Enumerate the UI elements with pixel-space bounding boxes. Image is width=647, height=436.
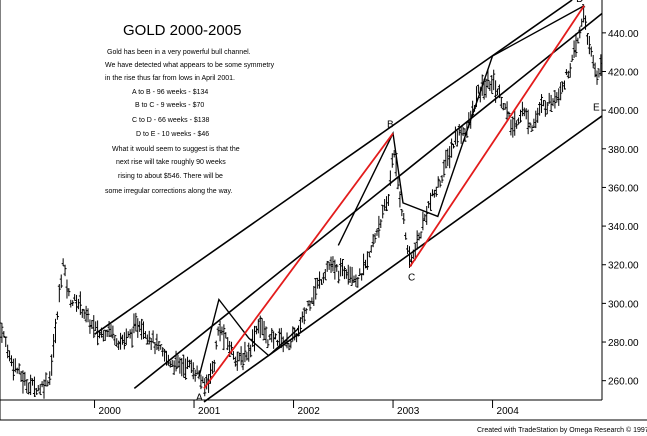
y-axis-ticks: 260.00 280.00 300.00 320.00 340.00 360.00 380.… (602, 29, 639, 388)
y-tick-label: 280.00 (608, 338, 639, 349)
point-label: D (576, 0, 583, 5)
note-line: next rise will take roughly 90 weeks (116, 159, 226, 166)
x-tick-label: 2004 (497, 406, 520, 417)
note-line: in the rise thus far from lows in April … (105, 75, 235, 82)
y-tick-label: 440.00 (608, 29, 639, 40)
note-line: A to B - 96 weeks - $134 (132, 89, 208, 96)
x-tick-label: 2003 (397, 406, 420, 417)
trend-lines (94, 0, 603, 403)
chart-title: GOLD 2000-2005 (123, 22, 241, 39)
point-label: E (593, 103, 600, 114)
y-tick-label: 300.00 (608, 299, 639, 310)
red-trend-line (409, 5, 585, 268)
point-labels: A B C D E (196, 0, 600, 403)
note-line: Gold has been in a very powerful bull ch… (107, 49, 251, 56)
y-tick-label: 260.00 (608, 377, 639, 388)
price-bars (0, 4, 603, 399)
y-tick-label: 320.00 (608, 261, 639, 272)
note-line: some irregular corrections along the way… (105, 188, 233, 195)
red-trend-line (203, 132, 394, 389)
note-line: We have detected what appears to be some… (105, 62, 275, 69)
axes (0, 0, 647, 421)
y-tick-label: 400.00 (608, 106, 639, 117)
y-tick-label: 340.00 (608, 222, 639, 233)
note-line: D to E - 10 weeks - $46 (136, 131, 209, 138)
point-label: A (196, 392, 203, 403)
pattern-line (337, 5, 585, 246)
credit-text: Created with TradeStation by Omega Resea… (477, 426, 647, 434)
y-tick-label: 420.00 (608, 67, 639, 78)
x-tick-label: 2000 (99, 406, 122, 417)
point-label: B (387, 119, 394, 130)
annotation-text: Gold has been in a very powerful bull ch… (105, 49, 275, 195)
x-tick-label: 2002 (298, 406, 321, 417)
x-axis-ticks: 2000 2001 2002 2003 2004 (94, 400, 520, 417)
note-line: rising to about $546. There will be (118, 173, 223, 180)
pattern-line (198, 297, 299, 377)
y-tick-label: 360.00 (608, 183, 639, 194)
note-line: What it would seem to suggest is that th… (112, 146, 240, 153)
x-tick-label: 2001 (198, 406, 221, 417)
y-tick-label: 380.00 (608, 145, 639, 156)
note-line: C to D - 66 weeks - $138 (132, 117, 210, 124)
note-line: B to C - 9 weeks - $70 (135, 102, 204, 109)
point-label: C (408, 273, 415, 284)
